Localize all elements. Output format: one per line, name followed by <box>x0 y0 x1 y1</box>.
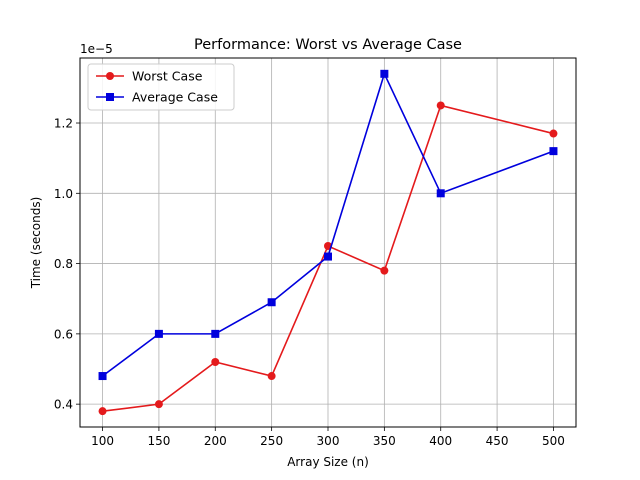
x-axis-label: Array Size (n) <box>287 455 369 469</box>
x-tick-label: 450 <box>486 434 509 448</box>
x-tick-label: 100 <box>91 434 114 448</box>
axis-ticks: 100 150 200 250 300 350 400 450 500 0.4 0.6 0.8 1.0 1… <box>54 117 565 448</box>
data-point <box>380 69 389 78</box>
series-line-average-case <box>102 71 554 377</box>
series-line-worst-case <box>102 104 554 412</box>
legend-box <box>87 63 235 111</box>
data-point <box>324 252 332 261</box>
x-tick-label: 350 <box>373 434 396 448</box>
y-axis-offset-label: 1e−5 <box>80 42 113 56</box>
data-point <box>211 357 220 366</box>
y-tick-label: 0.8 <box>54 257 73 271</box>
data-point <box>267 298 276 307</box>
y-tick-label: 1.0 <box>54 187 73 201</box>
x-tick-label: 150 <box>147 434 170 448</box>
data-point <box>98 407 107 416</box>
y-tick-label: 0.6 <box>54 327 73 341</box>
data-point <box>549 129 558 138</box>
legend-marker <box>106 72 114 80</box>
data-point <box>154 329 163 338</box>
x-tick-label: 300 <box>317 434 340 448</box>
x-tick-label: 250 <box>260 434 283 448</box>
legend-marker <box>106 93 114 101</box>
series-layer <box>98 69 558 416</box>
legend: Worst Case Average Case <box>87 63 235 111</box>
legend-label: Average Case <box>132 90 218 105</box>
y-tick-label: 1.2 <box>54 117 73 131</box>
data-point <box>436 189 445 198</box>
data-point <box>267 372 276 381</box>
data-point <box>154 400 163 409</box>
legend-label: Worst Case <box>132 69 203 84</box>
data-point <box>211 329 220 338</box>
x-tick-label: 400 <box>429 434 452 448</box>
y-axis-label: Time (seconds) <box>29 197 43 290</box>
x-tick-label: 200 <box>204 434 227 448</box>
data-point <box>436 101 445 110</box>
data-point <box>549 147 558 156</box>
chart-title: Performance: Worst vs Average Case <box>194 37 462 53</box>
x-tick-label: 500 <box>542 434 565 448</box>
data-point <box>380 266 389 275</box>
data-point <box>98 372 107 381</box>
y-tick-label: 0.4 <box>54 398 73 412</box>
